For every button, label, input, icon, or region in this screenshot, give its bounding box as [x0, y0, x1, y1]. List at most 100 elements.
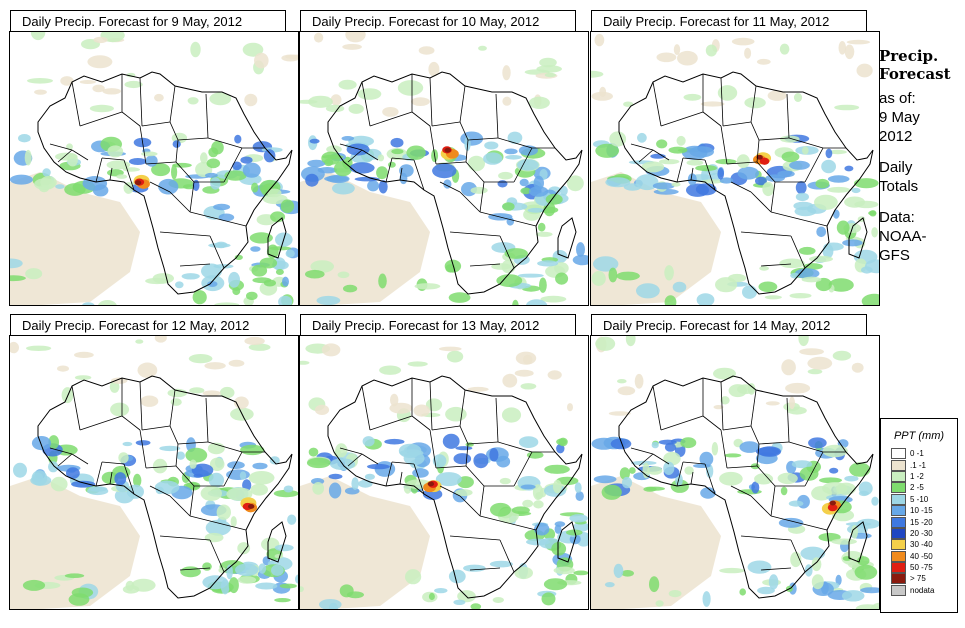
precip-cell — [308, 447, 319, 457]
precip-cell — [868, 210, 877, 216]
precip-cell — [507, 131, 523, 144]
precip-cell — [348, 103, 364, 114]
country-border — [139, 77, 143, 127]
precip-cell — [856, 63, 873, 78]
precip-cell — [244, 93, 258, 107]
precip-cell — [30, 32, 46, 41]
precip-cell — [107, 145, 124, 158]
precip-cell — [25, 268, 43, 280]
precip-cell — [483, 152, 503, 165]
precip-cell — [767, 90, 787, 101]
precip-cell — [321, 151, 341, 165]
country-border — [690, 471, 694, 485]
country-border — [431, 121, 461, 127]
precip-cell — [768, 574, 779, 590]
legend-swatch — [891, 562, 906, 574]
legend-item: 15 -20 — [881, 516, 957, 528]
precip-cell — [821, 159, 836, 174]
precip-cell — [406, 145, 426, 160]
country-border — [652, 385, 662, 431]
country-border — [790, 539, 806, 573]
country-border — [499, 539, 515, 573]
legend-swatch — [891, 539, 906, 551]
panel-title: Daily Precip. Forecast for 13 May, 2012 — [300, 314, 576, 336]
precip-cell — [719, 177, 734, 184]
precip-cell — [280, 199, 295, 213]
panel-title: Daily Precip. Forecast for 9 May, 2012 — [10, 10, 286, 32]
precip-cell — [728, 273, 747, 283]
country-border — [459, 389, 466, 427]
country-border — [652, 453, 670, 465]
precip-cell — [815, 178, 830, 189]
precip-cell — [114, 472, 127, 486]
country-border — [145, 161, 177, 165]
precip-cell — [172, 162, 192, 168]
precip-cell — [358, 479, 373, 488]
precip-cell — [240, 444, 265, 456]
forecast-panel: Daily Precip. Forecast for 11 May, 2012 — [590, 9, 880, 306]
precip-map — [590, 335, 880, 610]
precip-cell — [190, 41, 201, 58]
continent-outline — [327, 375, 583, 599]
country-border — [123, 159, 135, 191]
precip-cell — [539, 277, 547, 293]
precip-cell — [601, 484, 622, 500]
precip-cell — [411, 97, 430, 106]
precip-cell — [326, 145, 342, 154]
precip-cell — [129, 158, 147, 165]
legend-title: PPT (mm) — [893, 430, 945, 442]
country-border — [740, 231, 792, 237]
precip-cell — [388, 161, 396, 168]
precip-cell — [854, 564, 878, 580]
precip-cell — [271, 564, 284, 576]
precip-cell — [283, 485, 294, 493]
legend-rows: 0 -1.1 -1 1 -2 2 -5 5 -10 10 -15 15 -20 20 -30… — [881, 448, 957, 596]
precip-cell — [434, 588, 448, 594]
precip-cell — [811, 557, 822, 572]
legend-label: .1 -1 — [910, 460, 927, 470]
legend-item: 5 -10 — [881, 493, 957, 505]
precip-cell — [672, 281, 687, 293]
precip-cell — [540, 295, 567, 303]
precip-cell — [686, 183, 709, 197]
precip-cell — [502, 202, 515, 211]
country-border — [758, 441, 790, 445]
precip-cell — [833, 209, 840, 219]
country-border — [704, 463, 716, 495]
precip-cell — [541, 592, 556, 606]
precip-cell — [737, 166, 759, 180]
dry-ocean-area — [300, 476, 430, 609]
legend-swatch — [891, 516, 906, 528]
precip-cell — [517, 159, 539, 171]
country-border — [169, 85, 176, 123]
storm-cell — [444, 147, 451, 153]
precip-cell — [527, 207, 545, 213]
precip-cell — [650, 153, 666, 159]
precip-cell — [809, 255, 833, 263]
country-border — [722, 425, 752, 431]
country-border — [71, 81, 81, 127]
precip-cell — [844, 165, 854, 172]
data-line3: GFS — [879, 247, 910, 264]
country-border — [786, 397, 790, 443]
panel-title: Daily Precip. Forecast for 11 May, 2012 — [591, 10, 867, 32]
precip-cell — [228, 577, 239, 594]
country-border — [750, 389, 757, 427]
precip-cell — [71, 587, 94, 598]
precip-cell — [621, 570, 634, 577]
precip-cell — [185, 447, 208, 463]
precip-cell — [42, 168, 51, 177]
precip-cell — [489, 448, 499, 462]
precip-cell — [492, 597, 504, 603]
precip-cell — [67, 153, 78, 167]
precip-cell — [74, 375, 92, 380]
precip-cell — [273, 489, 298, 498]
precip-cell — [656, 139, 668, 149]
precip-cell — [608, 267, 618, 283]
precip-cell — [815, 277, 832, 292]
country-border — [207, 441, 243, 453]
precip-cell — [617, 379, 627, 384]
precip-cell — [787, 406, 807, 415]
precip-cell — [747, 560, 772, 574]
precip-cell — [207, 281, 218, 287]
